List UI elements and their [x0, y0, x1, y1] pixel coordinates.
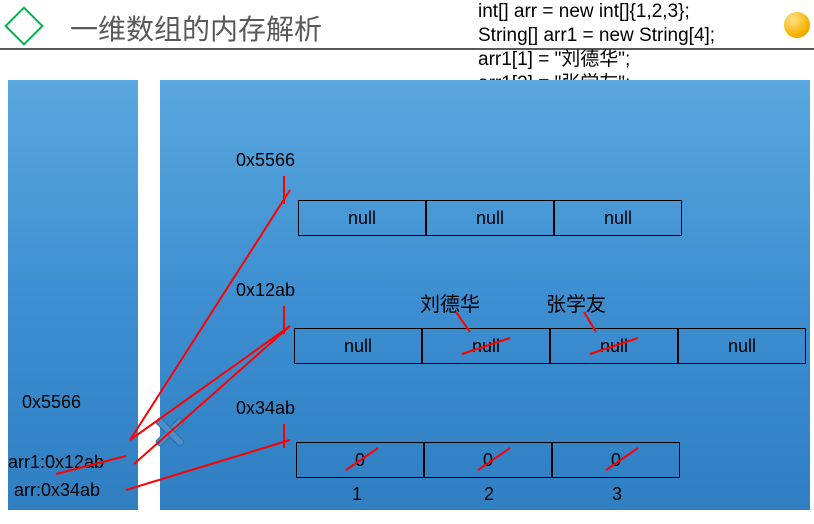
- stack-label-0x5566: 0x5566: [22, 392, 81, 413]
- stack-panel: [8, 80, 138, 510]
- cell-b2-0: null: [294, 328, 422, 364]
- heap-addr-3: 0x34ab: [236, 398, 295, 419]
- stack-label-arr: arr:0x34ab: [14, 480, 100, 501]
- cell-b1-0: null: [298, 200, 426, 236]
- cell-b1-2: null: [554, 200, 682, 236]
- stack-label-arr1: arr1:0x12ab: [8, 452, 104, 473]
- cell-b3-2: 0: [552, 442, 680, 478]
- heap-addr-2: 0x12ab: [236, 280, 295, 301]
- cell-b2-1: null: [422, 328, 550, 364]
- heap-addr-1: 0x5566: [236, 150, 295, 171]
- cell-b2-2: null: [550, 328, 678, 364]
- below-label-1: 1: [352, 484, 362, 505]
- below-label-3: 3: [612, 484, 622, 505]
- page-title: 一维数组的内存解析: [70, 8, 322, 48]
- title-deco-diamond: [4, 6, 44, 46]
- cross-icon: [152, 416, 182, 446]
- logo-icon: [784, 12, 810, 38]
- cell-b3-1: 0: [424, 442, 552, 478]
- cell-b3-0: 0: [296, 442, 424, 478]
- cell-b1-1: null: [426, 200, 554, 236]
- diagram-root: 一维数组的内存解析 int[] arr = new int[]{1,2,3}; …: [0, 0, 814, 524]
- below-label-2: 2: [484, 484, 494, 505]
- cell-b2-3: null: [678, 328, 806, 364]
- overlay-label-liudehua: 刘德华: [420, 288, 480, 317]
- overlay-label-zhangxueyou: 张学友: [546, 288, 606, 317]
